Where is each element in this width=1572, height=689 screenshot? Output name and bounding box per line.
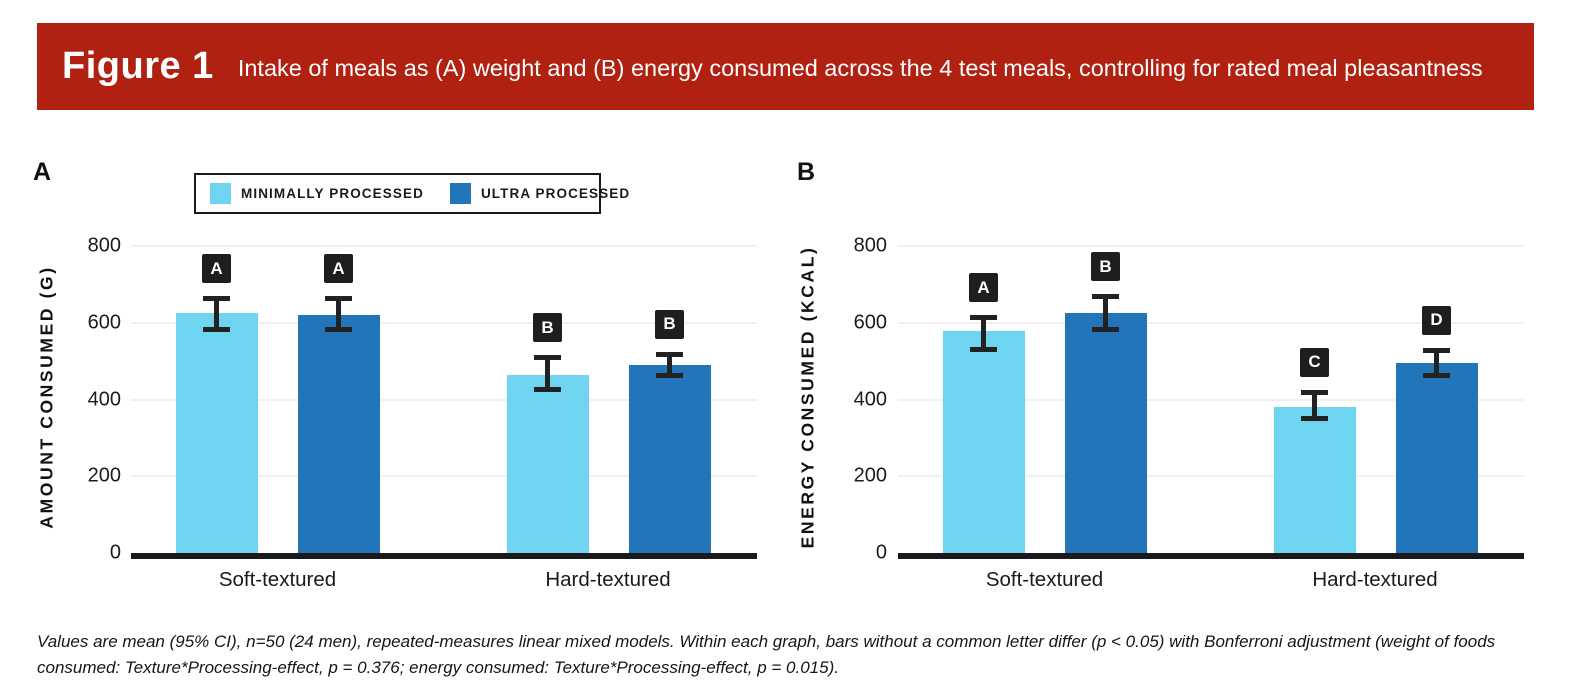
error-bar-top-cap: [203, 296, 230, 302]
y-tick-label: 0: [109, 541, 121, 564]
y-gridline: [131, 475, 757, 478]
error-bar-line: [214, 296, 219, 333]
y-tick-label: 600: [853, 311, 887, 334]
ultra-processed-swatch-icon: [449, 183, 471, 204]
figure-title: Intake of meals as (A) weight and (B) en…: [237, 55, 1483, 81]
legend-item-ultra-processed: ULTRA PROCESSED: [449, 183, 631, 204]
error-bar-bottom-cap: [325, 327, 352, 333]
sig-letter-badge: B: [1091, 252, 1120, 282]
figure-header: Figure 1 Intake of meals as (A) weight a…: [37, 23, 1534, 110]
y-tick-label: 600: [87, 311, 121, 334]
minimally-processed-swatch-icon: [210, 183, 231, 204]
error-bar-top-cap: [1092, 294, 1119, 300]
error-bar: [1423, 347, 1450, 379]
error-bar-top-cap: [656, 351, 683, 357]
error-bar-line: [1434, 347, 1439, 379]
x-category-label: Soft-textured: [985, 568, 1104, 591]
y-gridline: [898, 245, 1524, 248]
error-bar: [534, 355, 561, 392]
error-bar-line: [667, 351, 672, 379]
error-bar: [203, 296, 230, 333]
plot-area-b: A B C D: [898, 240, 1524, 559]
error-bar-top-cap: [325, 296, 352, 302]
x-category-label: Soft-textured: [218, 568, 337, 591]
error-bar-top-cap: [970, 315, 997, 321]
y-tick-label: 400: [853, 388, 887, 411]
y-gridline: [898, 321, 1524, 324]
figure-number-label: Figure 1: [62, 45, 214, 87]
error-bar-top-cap: [534, 355, 561, 361]
y-gridline: [131, 245, 757, 248]
sig-letter-badge: D: [1422, 305, 1451, 335]
sig-letter-badge: C: [1300, 347, 1329, 377]
sig-letter-badge: A: [969, 273, 998, 303]
y-gridline: [898, 475, 1524, 478]
sig-letter-badge: A: [202, 254, 231, 284]
bar-minimally-processed: [1273, 407, 1356, 553]
legend-label: MINIMALLY PROCESSED: [241, 186, 424, 201]
y-tick-label: 200: [87, 464, 121, 487]
bar-ultra-processed: [1395, 363, 1478, 553]
y-tick-label: 800: [87, 234, 121, 257]
error-bar: [1301, 390, 1328, 421]
error-bar-top-cap: [1423, 347, 1450, 353]
legend-item-minimally-processed: MINIMALLY PROCESSED: [210, 183, 424, 204]
panel-label-a: A: [33, 158, 52, 186]
y-gridline: [898, 398, 1524, 401]
error-bar-bottom-cap: [970, 346, 997, 352]
y-axis-title: ENERGY CONSUMED (KCAL): [797, 245, 818, 549]
error-bar-bottom-cap: [1092, 327, 1119, 333]
sig-letter-badge: B: [533, 313, 562, 343]
legend: MINIMALLY PROCESSED ULTRA PROCESSED: [194, 173, 629, 214]
y-gridline: [131, 398, 757, 401]
bar-ultra-processed: [628, 365, 711, 553]
error-bar-top-cap: [1301, 390, 1328, 395]
error-bar-line: [545, 355, 550, 392]
x-category-label: Hard-textured: [545, 568, 671, 591]
x-axis-line: [131, 553, 757, 559]
bar-minimally-processed: [506, 374, 589, 553]
footnote: Values are mean (95% CI), n=50 (24 men),…: [37, 632, 1496, 677]
x-axis-line: [898, 553, 1524, 559]
bar-minimally-processed: [942, 330, 1025, 553]
error-bar: [970, 315, 997, 352]
error-bar-bottom-cap: [203, 327, 230, 333]
x-category-label: Hard-textured: [1312, 568, 1438, 591]
sig-letter-badge: B: [655, 309, 684, 339]
error-bar-line: [1312, 390, 1317, 421]
legend-label: ULTRA PROCESSED: [480, 186, 631, 201]
bar-ultra-processed: [297, 315, 380, 553]
error-bar-line: [981, 315, 986, 352]
error-bar: [325, 296, 352, 333]
error-bar: [656, 351, 683, 379]
y-tick-label: 0: [875, 541, 887, 564]
y-tick-label: 800: [853, 234, 887, 257]
y-gridline: [131, 321, 757, 324]
error-bar-bottom-cap: [1423, 373, 1450, 379]
y-axis-ticks: 0 200 400 600 800: [0, 235, 121, 564]
y-tick-label: 200: [853, 464, 887, 487]
error-bar-line: [1103, 294, 1108, 333]
plot-area-a: A A B B: [131, 240, 757, 559]
bar-ultra-processed: [1064, 313, 1147, 553]
y-tick-label: 400: [87, 388, 121, 411]
error-bar-line: [336, 296, 341, 333]
panel-label-b: B: [797, 158, 816, 186]
error-bar-bottom-cap: [534, 386, 561, 392]
y-axis-ticks: 0 200 400 600 800: [0, 235, 887, 564]
error-bar-bottom-cap: [656, 373, 683, 379]
sig-letter-badge: A: [324, 254, 353, 284]
bar-minimally-processed: [175, 313, 258, 553]
error-bar: [1092, 294, 1119, 333]
error-bar-bottom-cap: [1301, 415, 1328, 421]
